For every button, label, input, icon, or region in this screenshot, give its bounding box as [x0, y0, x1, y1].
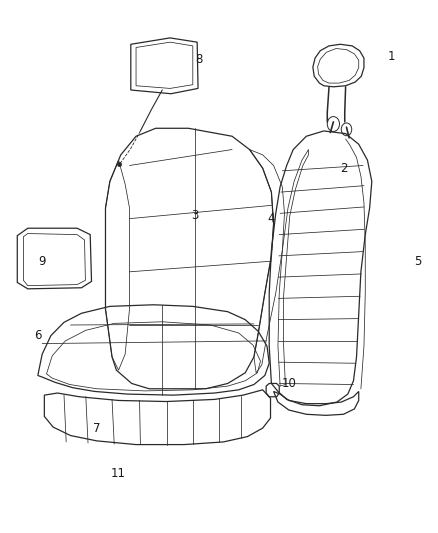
Text: 5: 5: [414, 255, 421, 268]
Text: 10: 10: [282, 377, 296, 390]
Text: 6: 6: [34, 329, 42, 342]
Text: 1: 1: [388, 50, 395, 63]
Text: 8: 8: [196, 53, 203, 66]
Text: 2: 2: [340, 161, 347, 175]
Text: 7: 7: [93, 422, 100, 435]
Text: 9: 9: [39, 255, 46, 268]
Text: 3: 3: [191, 209, 199, 222]
Text: 4: 4: [268, 212, 275, 225]
Text: 11: 11: [111, 467, 126, 480]
